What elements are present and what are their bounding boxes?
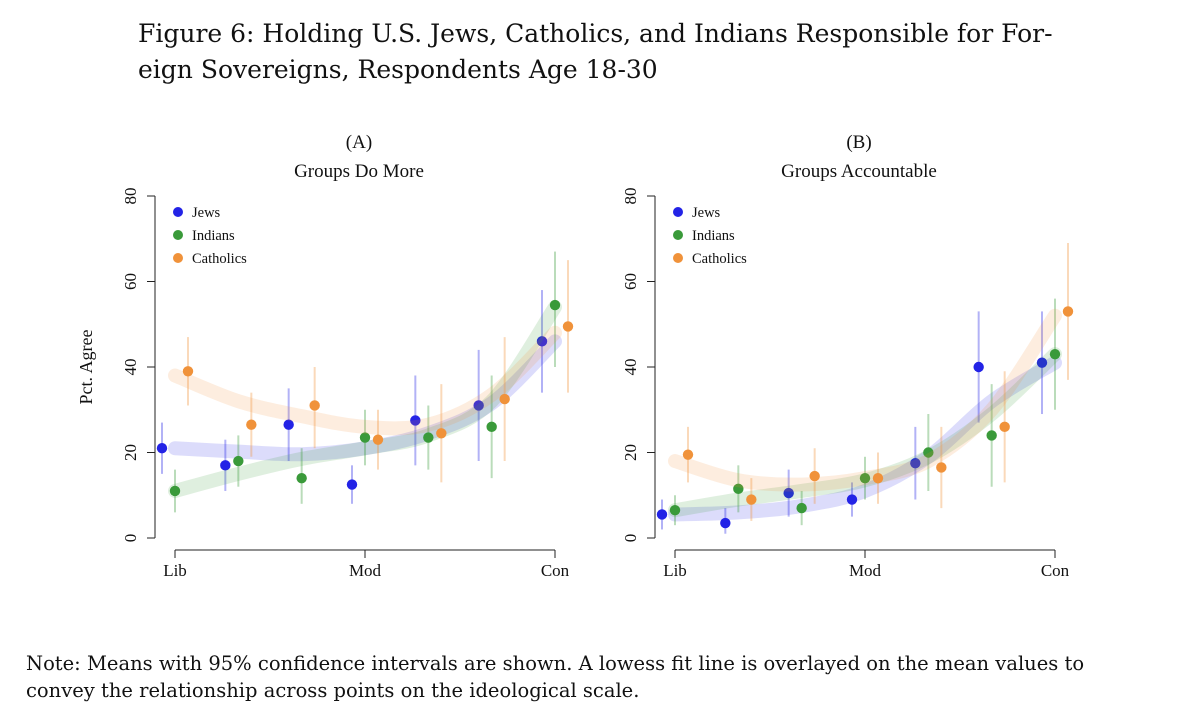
point-catholics — [682, 449, 694, 460]
y-tick-label: 0 — [621, 534, 640, 543]
point-catholics — [309, 400, 320, 411]
series-catholics — [168, 260, 574, 483]
legend-marker-catholics — [673, 253, 683, 263]
point-jews — [910, 457, 921, 469]
figure-title-line-1: Figure 6: Holding U.S. Jews, Catholics, … — [138, 19, 1053, 48]
y-tick-label: 80 — [121, 188, 140, 205]
point-jews — [973, 361, 984, 373]
panel-a-chart: (A) Groups Do More 0 20 40 60 80 Pct. Agree Lib M… — [76, 132, 574, 580]
point-jews — [783, 487, 794, 499]
x-axis: Lib Mod Con — [163, 549, 570, 580]
figure-note-line-2: convey the relationship across points on… — [26, 679, 640, 702]
point-jews — [536, 336, 548, 347]
y-tick-label: 40 — [621, 359, 640, 376]
y-tick-label: 40 — [121, 359, 140, 376]
legend-marker-indians — [173, 230, 183, 240]
point-indians — [169, 485, 181, 497]
y-axis-label: Pct. Agree — [76, 330, 96, 405]
y-tick-label: 20 — [621, 444, 640, 461]
point-indians — [1049, 348, 1061, 360]
figure-note-line-1: Note: Means with 95% confidence interval… — [26, 652, 1085, 675]
point-catholics — [1062, 306, 1074, 317]
x-tick-label-lib: Lib — [163, 561, 187, 580]
point-catholics — [872, 472, 884, 484]
legend-label-jews: Jews — [692, 205, 721, 221]
fit-line-jews — [668, 355, 1062, 522]
x-axis: Lib Mod Con — [663, 549, 1070, 580]
point-jews — [720, 517, 731, 529]
point-catholics — [999, 421, 1010, 433]
point-indians — [423, 432, 434, 443]
legend-label-catholics: Catholics — [692, 251, 747, 267]
point-indians — [359, 432, 371, 443]
point-jews — [656, 509, 668, 520]
x-tick-label-con: Con — [541, 561, 570, 580]
point-indians — [486, 421, 497, 433]
y-tick-label: 60 — [621, 273, 640, 290]
point-catholics — [562, 321, 574, 332]
point-catholics — [936, 462, 947, 473]
panel-letter: (A) — [346, 132, 372, 153]
x-tick-label-lib: Lib — [663, 561, 687, 580]
point-jews — [156, 443, 168, 454]
legend-label-jews: Jews — [192, 205, 221, 221]
figure-title: Figure 6: Holding U.S. Jews, Catholics, … — [138, 16, 1068, 88]
series-indians — [668, 298, 1062, 526]
x-tick-label-mod: Mod — [349, 561, 382, 580]
panel-title: Groups Do More — [294, 161, 424, 182]
point-indians — [986, 430, 997, 441]
point-catholics — [246, 419, 257, 430]
point-jews — [1036, 357, 1048, 368]
point-catholics — [372, 434, 384, 445]
point-indians — [859, 472, 871, 484]
y-tick-label: 0 — [121, 534, 140, 543]
point-jews — [346, 479, 358, 490]
point-indians — [669, 505, 681, 516]
point-jews — [283, 419, 294, 430]
y-tick-label: 60 — [121, 273, 140, 290]
panel-title: Groups Accountable — [781, 161, 937, 182]
x-tick-label-mod: Mod — [849, 561, 882, 580]
panel-b-chart: (B) Groups Accountable 0 20 40 60 80 Lib Mod Con J… — [621, 132, 1074, 580]
legend-marker-catholics — [173, 253, 183, 263]
y-axis: 0 20 40 60 80 — [121, 188, 156, 543]
point-jews — [410, 415, 421, 426]
x-tick-label-con: Con — [1041, 561, 1070, 580]
panel-letter: (B) — [846, 132, 871, 153]
figure-title-line-2: eign Sovereigns, Respondents Age 18-30 — [138, 55, 658, 84]
point-jews — [473, 400, 484, 411]
point-indians — [923, 447, 934, 458]
series-jews — [156, 290, 562, 504]
point-indians — [796, 502, 807, 514]
y-tick-label: 80 — [621, 188, 640, 205]
point-catholics — [182, 366, 194, 377]
point-indians — [733, 483, 744, 495]
point-catholics — [499, 393, 510, 405]
point-indians — [549, 299, 561, 311]
fit-line-catholics — [168, 325, 562, 436]
fit-line-indians — [168, 300, 562, 498]
point-catholics — [436, 428, 447, 439]
y-tick-label: 20 — [121, 444, 140, 461]
legend-marker-indians — [673, 230, 683, 240]
figure-note: Note: Means with 95% confidence interval… — [26, 650, 1176, 704]
legend-label-indians: Indians — [192, 228, 235, 244]
point-jews — [846, 494, 858, 505]
point-catholics — [746, 494, 757, 505]
legend: Jews Indians Catholics — [173, 205, 247, 267]
series-catholics — [668, 243, 1074, 521]
legend: Jews Indians Catholics — [673, 205, 747, 267]
legend-label-catholics: Catholics — [192, 251, 247, 267]
point-indians — [233, 455, 244, 467]
legend-label-indians: Indians — [692, 228, 735, 244]
fit-line-jews — [168, 334, 562, 462]
y-axis: 0 20 40 60 80 — [621, 188, 656, 543]
series-indians — [168, 251, 562, 513]
legend-marker-jews — [673, 207, 683, 217]
series-jews — [656, 311, 1062, 534]
point-catholics — [809, 470, 820, 482]
point-jews — [220, 460, 231, 471]
point-indians — [296, 472, 307, 484]
legend-marker-jews — [173, 207, 183, 217]
